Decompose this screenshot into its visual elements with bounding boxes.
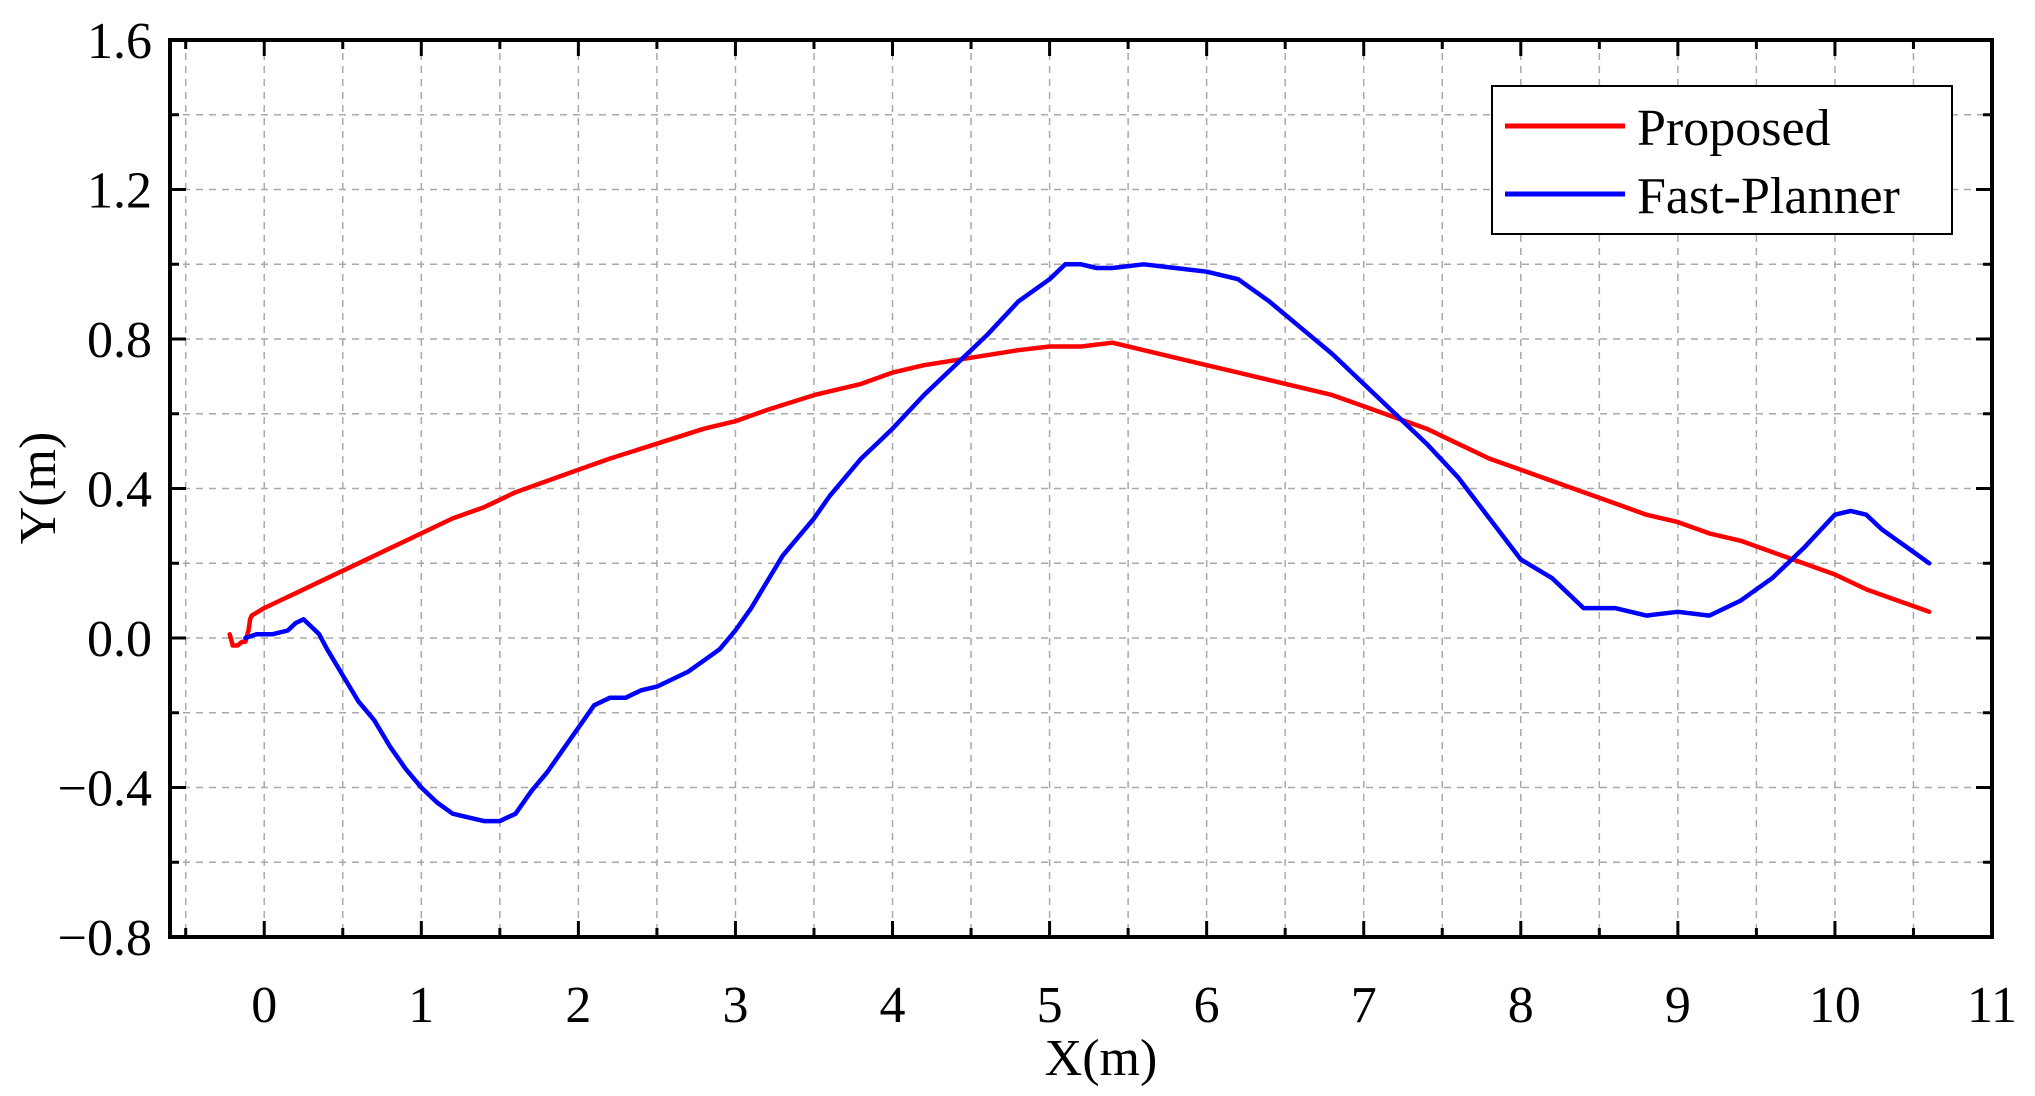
x-axis-label: X(m) xyxy=(1045,1030,1158,1087)
x-tick-label: 11 xyxy=(1967,977,2017,1034)
y-tick-label: 1.2 xyxy=(87,163,152,220)
x-tick-label: 3 xyxy=(722,977,748,1034)
x-tick-label: 7 xyxy=(1351,977,1377,1034)
x-tick-label: 6 xyxy=(1194,977,1220,1034)
x-tick-label: 10 xyxy=(1809,977,1861,1034)
x-tick-label: 0 xyxy=(251,977,277,1034)
tick-labels: 0 1 2 3 4 5 6 7 8 9 10 11 −0.8 −0.4 0.0 0.4 0.8 1.2 1.6 xyxy=(58,13,2017,1034)
series-line-proposed xyxy=(227,340,1932,648)
y-tick-label: 0.0 xyxy=(87,611,152,668)
x-tick-label: 4 xyxy=(880,977,906,1034)
legend-label-proposed: Proposed xyxy=(1637,100,1831,157)
x-tick-label: 1 xyxy=(408,977,434,1034)
x-tick-label: 9 xyxy=(1665,977,1691,1034)
series-group xyxy=(227,262,1932,824)
x-tick-label: 5 xyxy=(1037,977,1063,1034)
series-line-fast-planner xyxy=(243,262,1932,824)
y-axis-label: Y(m) xyxy=(10,432,67,545)
x-tick-label: 8 xyxy=(1508,977,1534,1034)
y-tick-label: −0.8 xyxy=(58,910,152,967)
y-tick-label: 0.4 xyxy=(87,462,152,519)
plot-frame xyxy=(168,38,1994,939)
legend-box xyxy=(1491,85,1953,235)
y-tick-label: −0.4 xyxy=(58,761,152,818)
y-tick-label: 0.8 xyxy=(87,312,152,369)
legend: Proposed Fast-Planner xyxy=(1491,85,1953,235)
legend-label-fast-planner: Fast-Planner xyxy=(1637,168,1900,225)
x-tick-label: 2 xyxy=(565,977,591,1034)
y-tick-label: 1.6 xyxy=(87,13,152,70)
